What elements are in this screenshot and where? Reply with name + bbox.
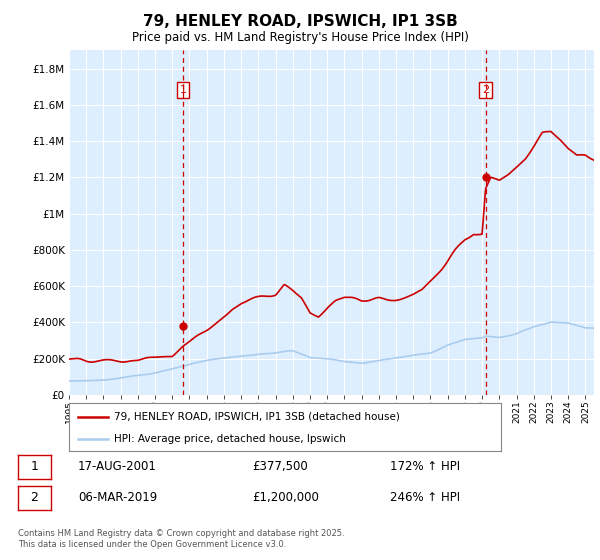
Text: 1: 1 [31,460,38,473]
Text: 1: 1 [179,85,187,95]
Text: 246% ↑ HPI: 246% ↑ HPI [390,491,460,504]
Text: Contains HM Land Registry data © Crown copyright and database right 2025.
This d: Contains HM Land Registry data © Crown c… [18,529,344,549]
Text: 79, HENLEY ROAD, IPSWICH, IP1 3SB: 79, HENLEY ROAD, IPSWICH, IP1 3SB [143,14,457,29]
Text: 79, HENLEY ROAD, IPSWICH, IP1 3SB (detached house): 79, HENLEY ROAD, IPSWICH, IP1 3SB (detac… [115,412,400,422]
Text: 172% ↑ HPI: 172% ↑ HPI [390,460,460,473]
Text: £377,500: £377,500 [252,460,308,473]
Text: 17-AUG-2001: 17-AUG-2001 [78,460,157,473]
Text: 2: 2 [482,85,489,95]
Text: HPI: Average price, detached house, Ipswich: HPI: Average price, detached house, Ipsw… [115,434,346,444]
Text: 06-MAR-2019: 06-MAR-2019 [78,491,157,504]
Text: Price paid vs. HM Land Registry's House Price Index (HPI): Price paid vs. HM Land Registry's House … [131,31,469,44]
Text: £1,200,000: £1,200,000 [252,491,319,504]
Text: 2: 2 [31,491,38,504]
